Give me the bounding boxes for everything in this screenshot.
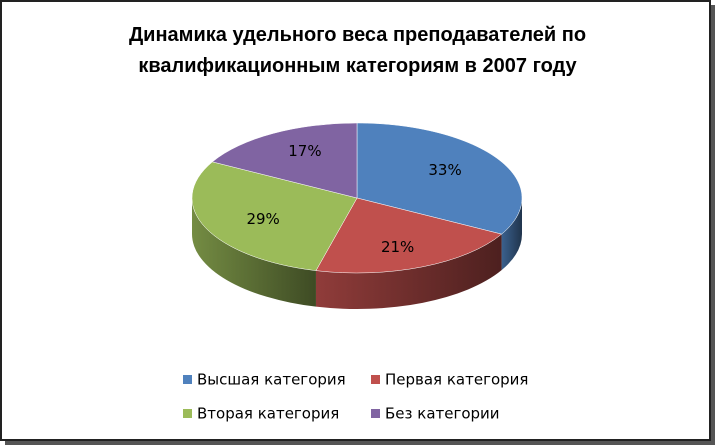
data-label: 29% [246,210,279,228]
data-label: 21% [381,238,414,256]
data-label: 33% [428,161,461,179]
pie-slice [211,122,358,199]
pie-slice [315,197,503,274]
legend-swatch [371,375,380,384]
legend-swatch [371,409,380,418]
pie-slice-side [501,198,522,271]
shadow [711,5,715,445]
pie-slice-side [315,234,502,309]
pie-slice [191,161,358,271]
legend-label: Вторая категория [197,405,339,423]
title-box: Динамика удельного веса преподавателей п… [0,20,715,82]
legend-label: Без категории [385,405,500,423]
legend-swatch [183,409,192,418]
legend-swatch [183,375,192,384]
legend-label: Высшая категория [197,371,346,389]
legend-label: Первая категория [385,371,528,389]
chart-title: Динамика удельного веса преподавателей п… [128,24,587,77]
shadow [5,441,715,445]
data-label: 17% [288,142,321,160]
pie-slice-side [192,198,316,307]
pie-slice [356,122,523,235]
